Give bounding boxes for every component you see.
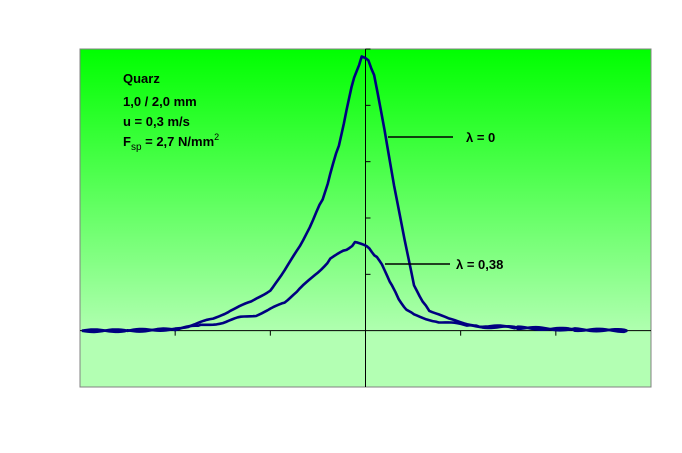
parameter-annotation: Quarz 1,0 / 2,0 mm u = 0,3 m/s Fsp = 2,7… — [123, 71, 219, 153]
legend-label: λ = 0,38 — [456, 257, 503, 272]
annotation-dimensions: 1,0 / 2,0 mm — [123, 94, 197, 109]
annotation-speed: u = 0,3 m/s — [123, 114, 190, 129]
annotation-force: Fsp = 2,7 N/mm2 — [123, 132, 219, 153]
legend-label: λ = 0 — [466, 130, 495, 145]
series-group — [81, 55, 628, 334]
legend-lambda-038: λ = 0,38 — [385, 257, 503, 272]
annotation-material: Quarz — [123, 71, 160, 86]
series-line-1 — [81, 240, 628, 334]
legend-lambda-0: λ = 0 — [388, 130, 495, 145]
